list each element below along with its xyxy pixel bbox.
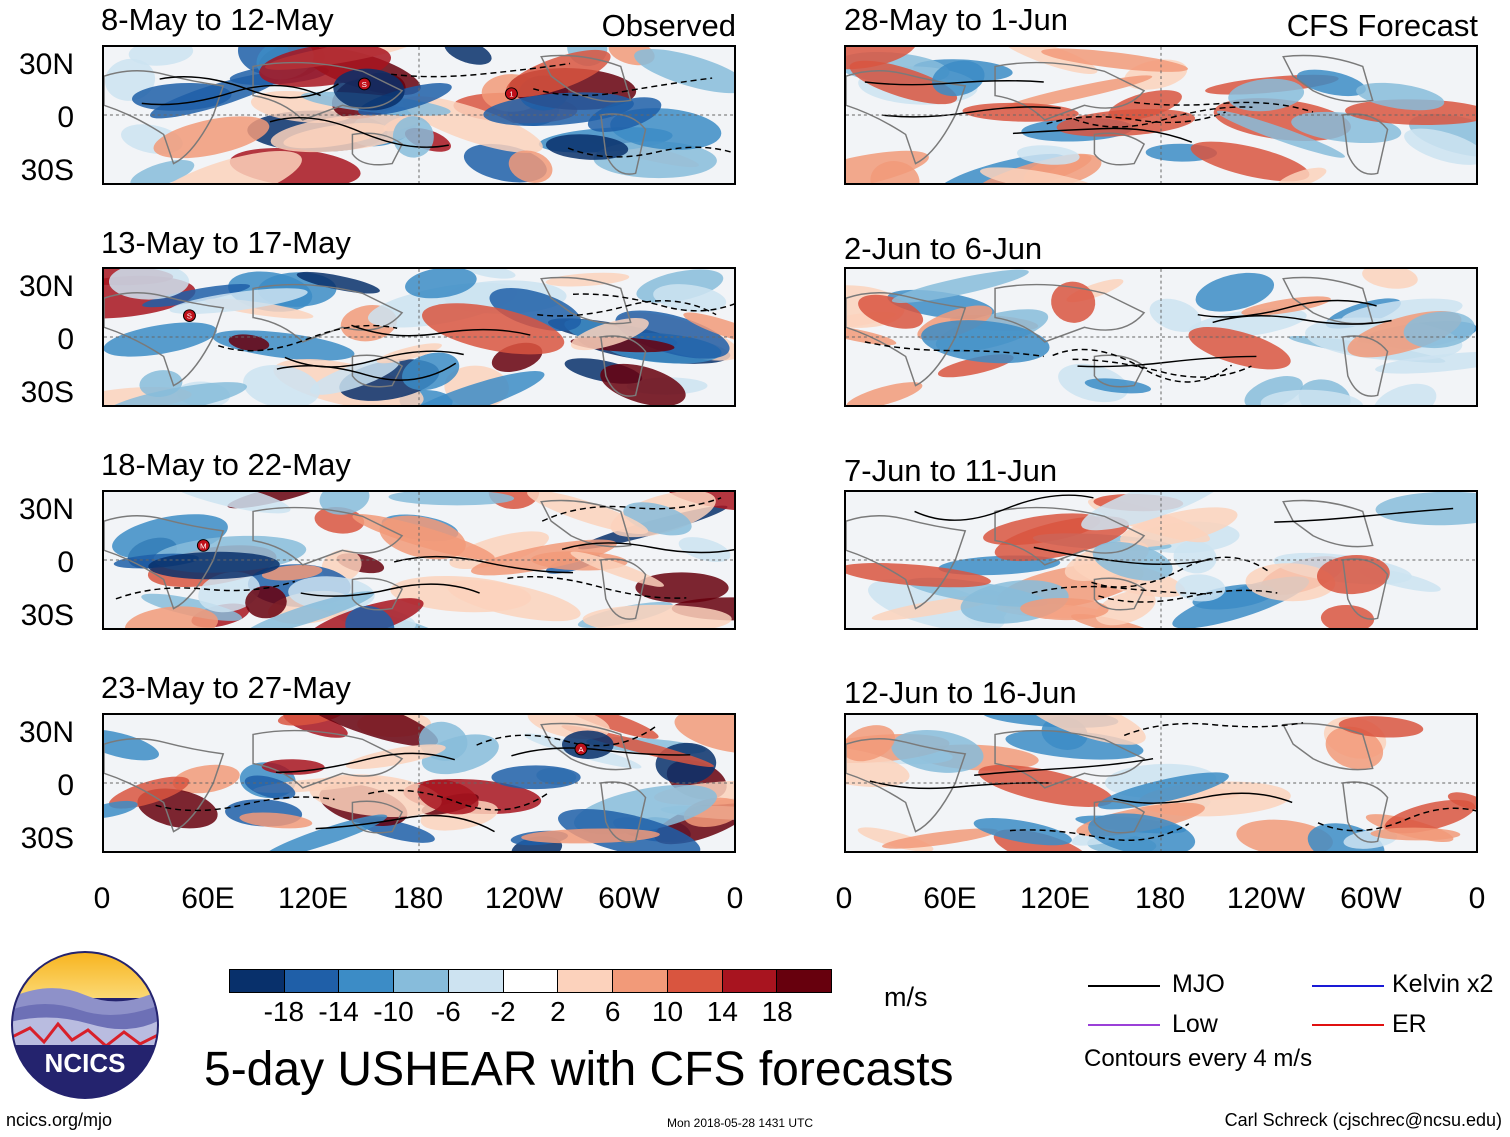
lon-label-left-0-end: 0 <box>726 882 744 915</box>
cfs-forecast-tag: CFS Forecast <box>1286 8 1478 43</box>
observed-tag: Observed <box>601 8 736 43</box>
map-panel-right-4 <box>844 713 1478 853</box>
lon-label-left-120w: 120W <box>484 882 564 915</box>
storm-marker: S <box>182 309 196 322</box>
legend-mjo-line <box>1088 985 1160 987</box>
panel-title-right-3: 7-Jun to 11-Jun <box>844 453 1058 488</box>
legend-er-line <box>1312 1024 1384 1026</box>
lat-label-eq-1: 0 <box>57 101 74 134</box>
legend-low-line <box>1088 1024 1160 1026</box>
colorbar-cell <box>558 970 614 992</box>
lon-label-left-0: 0 <box>93 882 111 915</box>
legend-kelvin-line <box>1312 985 1384 987</box>
ncics-logo: NCICS <box>11 951 159 1099</box>
svg-text:M: M <box>200 541 207 550</box>
map-panel-right-3 <box>844 490 1478 630</box>
lat-label-30n-4: 30N <box>18 716 74 749</box>
colorbar-cell <box>394 970 449 992</box>
lon-label-right-120w: 120W <box>1226 882 1306 915</box>
units-label: m/s <box>884 982 928 1012</box>
colorbar-cell <box>503 970 559 992</box>
main-title: 5-day USHEAR with CFS forecasts <box>204 1043 954 1096</box>
svg-text:1: 1 <box>509 90 513 99</box>
footer-author: Carl Schreck (cjschrec@ncsu.edu) <box>1224 1110 1502 1130</box>
colorbar-tick-label: -14 <box>318 996 359 1027</box>
panel-title-left-2: 13-May to 17-May <box>101 225 351 260</box>
lat-label-30s-2: 30S <box>20 376 74 409</box>
storm-marker: A <box>574 742 588 756</box>
lon-label-left-180: 180 <box>392 882 444 915</box>
lat-label-30n-2: 30N <box>18 270 74 303</box>
colorbar-tick-label: 18 <box>761 996 793 1027</box>
colorbar <box>229 969 832 993</box>
colorbar-tick-label: 6 <box>604 996 621 1027</box>
footer-url: ncics.org/mjo <box>6 1110 113 1130</box>
storm-marker: 1 <box>504 87 518 100</box>
lon-label-right-60e: 60E <box>923 882 977 915</box>
colorbar-cell <box>284 970 340 992</box>
colorbar-tick-label: 2 <box>550 996 566 1027</box>
legend-low-label: Low <box>1172 1010 1218 1038</box>
colorbar-cell <box>448 970 504 992</box>
panel-title-right-2: 2-Jun to 6-Jun <box>844 231 1043 266</box>
map-panel-right-1 <box>844 45 1478 185</box>
lat-label-eq-4: 0 <box>57 769 74 802</box>
contour-note: Contours every 4 m/s <box>1084 1045 1313 1072</box>
colorbar-cell <box>230 970 285 992</box>
colorbar-cell <box>339 970 395 992</box>
panel-title-left-4: 23-May to 27-May <box>101 670 351 705</box>
svg-text:S: S <box>362 80 367 89</box>
footer-timestamp: Mon 2018-05-28 1431 UTC <box>667 1116 814 1130</box>
map-panel-right-2 <box>844 267 1478 407</box>
colorbar-cell <box>667 970 723 992</box>
map-panel-left-3: M <box>102 490 736 630</box>
colorbar-tick-label: 14 <box>706 996 738 1027</box>
colorbar-cell <box>777 970 832 992</box>
storm-marker: S <box>357 77 371 91</box>
lon-label-right-180: 180 <box>1134 882 1186 915</box>
panel-title-left-1: 8-May to 12-May <box>101 2 334 37</box>
colorbar-tick-label: -6 <box>435 996 461 1027</box>
lon-label-left-120e: 120E <box>277 882 349 915</box>
lon-label-right-0-end: 0 <box>1468 882 1486 915</box>
panel-title-right-1: 28-May to 1-Jun <box>844 2 1068 37</box>
lon-label-right-60w: 60W <box>1340 882 1402 915</box>
colorbar-cell <box>613 970 668 992</box>
colorbar-tick-label: -18 <box>263 996 305 1027</box>
map-panel-left-2: S <box>102 267 736 407</box>
lat-label-eq-3: 0 <box>57 546 74 579</box>
colorbar-tick-label: -10 <box>373 996 414 1027</box>
svg-text:S: S <box>187 312 192 321</box>
logo-text: NCICS <box>45 1048 126 1078</box>
lon-label-right-120e: 120E <box>1019 882 1091 915</box>
lat-label-30s-4: 30S <box>20 822 74 855</box>
storm-marker: M <box>196 539 210 552</box>
map-panel-left-4: A <box>102 713 736 853</box>
colorbar-tick-label: -2 <box>490 996 516 1027</box>
svg-text:A: A <box>578 745 584 754</box>
legend-er-label: ER <box>1392 1010 1427 1038</box>
lat-label-30s-3: 30S <box>20 599 74 632</box>
lon-label-left-60w: 60W <box>598 882 660 915</box>
lat-label-30n-1: 30N <box>18 48 74 81</box>
lat-label-eq-2: 0 <box>57 323 74 356</box>
lat-label-30n-3: 30N <box>18 493 74 526</box>
legend-mjo-label: MJO <box>1172 970 1225 998</box>
lat-label-30s-1: 30S <box>20 154 74 187</box>
panel-title-right-4: 12-Jun to 16-Jun <box>844 675 1077 710</box>
colorbar-tick-label: 10 <box>651 996 684 1027</box>
legend-kelvin-label: Kelvin x2 <box>1392 970 1494 998</box>
panel-title-left-3: 18-May to 22-May <box>101 447 351 482</box>
lon-label-right-0: 0 <box>835 882 853 915</box>
lon-label-left-60e: 60E <box>181 882 235 915</box>
colorbar-cell <box>722 970 778 992</box>
